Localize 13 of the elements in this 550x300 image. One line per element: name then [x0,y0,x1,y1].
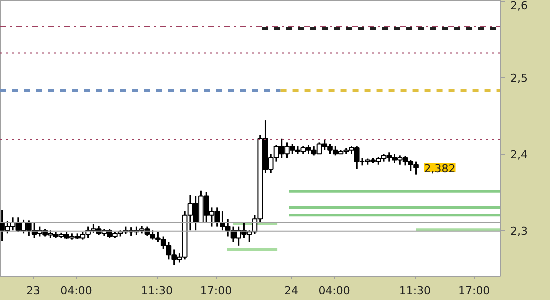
x-tick-label: 23 [26,284,40,298]
y-tick-label: 2,4 [510,148,528,162]
x-tick-label: 17:00 [458,284,490,298]
x-tick-label: 04:00 [318,284,350,298]
y-tick-label: 2,5 [510,72,528,86]
y-tick-label: 2,6 [510,0,528,12]
x-tick-label: 17:00 [200,284,232,298]
annotation: 2,382 [424,162,456,176]
x-tick-label: 11:30 [399,284,432,298]
x-tick-label: 04:00 [60,284,92,298]
y-tick-label: 2,3 [510,225,528,238]
x-tick-label: 24 [284,284,299,298]
x-tick-label: 11:30 [141,284,173,298]
